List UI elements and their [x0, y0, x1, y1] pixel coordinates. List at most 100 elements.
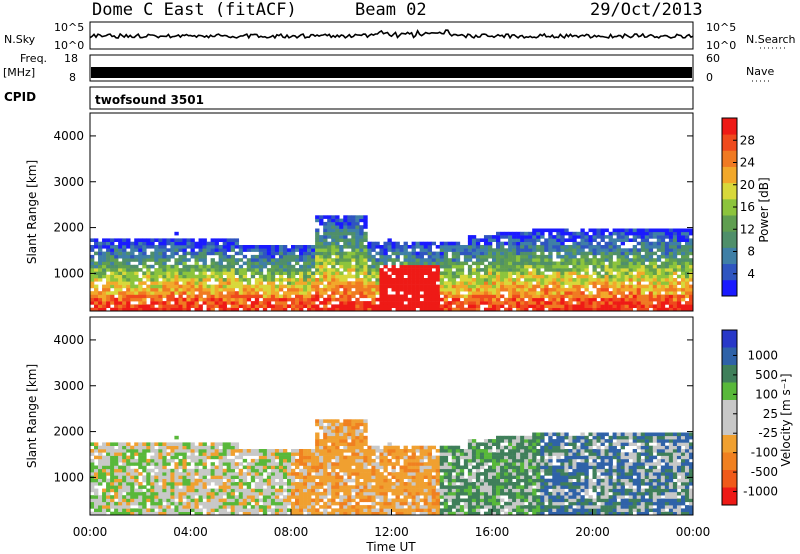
power-cell	[138, 301, 143, 305]
velocity-cell	[331, 462, 336, 466]
power-cell	[672, 251, 678, 256]
power-cell	[323, 261, 328, 266]
velocity-cell	[335, 452, 340, 456]
velocity-cell	[443, 458, 449, 463]
velocity-cell	[182, 505, 187, 509]
power-cell	[343, 278, 348, 282]
power-cell	[544, 281, 549, 285]
power-cell	[516, 258, 521, 262]
power-cell	[568, 301, 573, 305]
power-cell	[475, 238, 481, 242]
velocity-cell	[443, 495, 449, 499]
power-cell	[572, 248, 577, 252]
velocity-cell	[463, 505, 469, 509]
power-cell	[299, 271, 304, 275]
power-cell	[604, 297, 609, 302]
velocity-cell	[319, 472, 324, 476]
power-cell	[560, 258, 565, 262]
velocity-cell	[150, 498, 155, 503]
velocity-cell	[162, 488, 167, 493]
velocity-cell	[343, 445, 348, 450]
velocity-cell	[190, 449, 195, 453]
power-cell	[222, 238, 227, 242]
power-cell	[142, 254, 147, 259]
power-cell	[403, 297, 408, 302]
velocity-cell	[154, 485, 159, 489]
power-cell	[483, 291, 489, 295]
power-cell	[102, 268, 107, 272]
velocity-cell	[166, 478, 171, 483]
velocity-cell	[102, 465, 107, 470]
velocity-cell	[419, 472, 424, 476]
power-cell	[178, 297, 183, 302]
power-cell	[688, 248, 694, 252]
power-cell	[158, 245, 163, 249]
power-cell	[451, 284, 457, 289]
velocity-cell	[122, 475, 127, 479]
power-cell	[660, 274, 666, 279]
power-cell	[130, 284, 135, 289]
power-cell	[218, 238, 223, 242]
power-cell	[564, 268, 569, 272]
velocity-cell	[471, 491, 477, 496]
velocity-cell	[439, 462, 445, 466]
power-cell	[584, 287, 589, 292]
power-cell	[447, 287, 453, 292]
velocity-cell	[262, 465, 268, 470]
power-cell	[246, 297, 252, 302]
power-cell	[130, 297, 135, 302]
power-cell	[299, 245, 304, 249]
power-cell	[536, 284, 541, 289]
power-cell	[387, 258, 392, 262]
power-cell	[154, 261, 159, 266]
power-cell	[222, 297, 227, 302]
power-cell	[463, 294, 469, 299]
power-cell	[459, 287, 465, 292]
power-cell	[315, 271, 320, 275]
power-cell	[656, 271, 662, 275]
power-cell	[592, 301, 597, 305]
velocity-cell	[250, 462, 256, 466]
power-cell	[383, 251, 388, 256]
power-cell	[435, 294, 441, 299]
power-cell	[162, 251, 167, 256]
velocity-cell	[367, 445, 372, 450]
power-cell	[584, 294, 589, 299]
power-cell	[423, 245, 428, 249]
power-cell	[254, 291, 260, 295]
power-cell	[512, 254, 517, 259]
power-cell	[592, 235, 597, 239]
power-cell	[230, 278, 236, 282]
power-cell	[90, 245, 95, 249]
power-cell	[194, 304, 199, 308]
velocity-cell	[210, 508, 215, 512]
power-cell	[102, 301, 107, 305]
power-cell	[383, 291, 388, 295]
power-cell	[118, 254, 123, 259]
nsearch-label: N.Search	[746, 33, 796, 46]
power-cell	[154, 268, 159, 272]
power-cell	[612, 251, 617, 256]
velocity-cell	[435, 475, 441, 479]
power-cell	[230, 291, 236, 295]
velocity-cell	[186, 495, 191, 499]
power-cell	[343, 258, 348, 262]
power-cell	[427, 268, 432, 272]
power-cell	[676, 281, 682, 285]
velocity-cell	[282, 508, 288, 512]
power-cell	[395, 251, 400, 256]
power-cell	[270, 268, 276, 272]
power-cell	[572, 251, 577, 256]
power-cell	[234, 304, 240, 308]
power-cell	[174, 231, 179, 236]
power-cell	[278, 281, 284, 285]
power-cell	[206, 284, 211, 289]
power-cell	[134, 307, 139, 312]
power-cell	[576, 231, 581, 236]
power-cell	[672, 281, 678, 285]
power-cell	[548, 254, 553, 259]
velocity-cell	[407, 511, 412, 516]
velocity-cell	[118, 445, 123, 450]
power-cell	[648, 258, 654, 262]
power-cell	[343, 307, 348, 312]
